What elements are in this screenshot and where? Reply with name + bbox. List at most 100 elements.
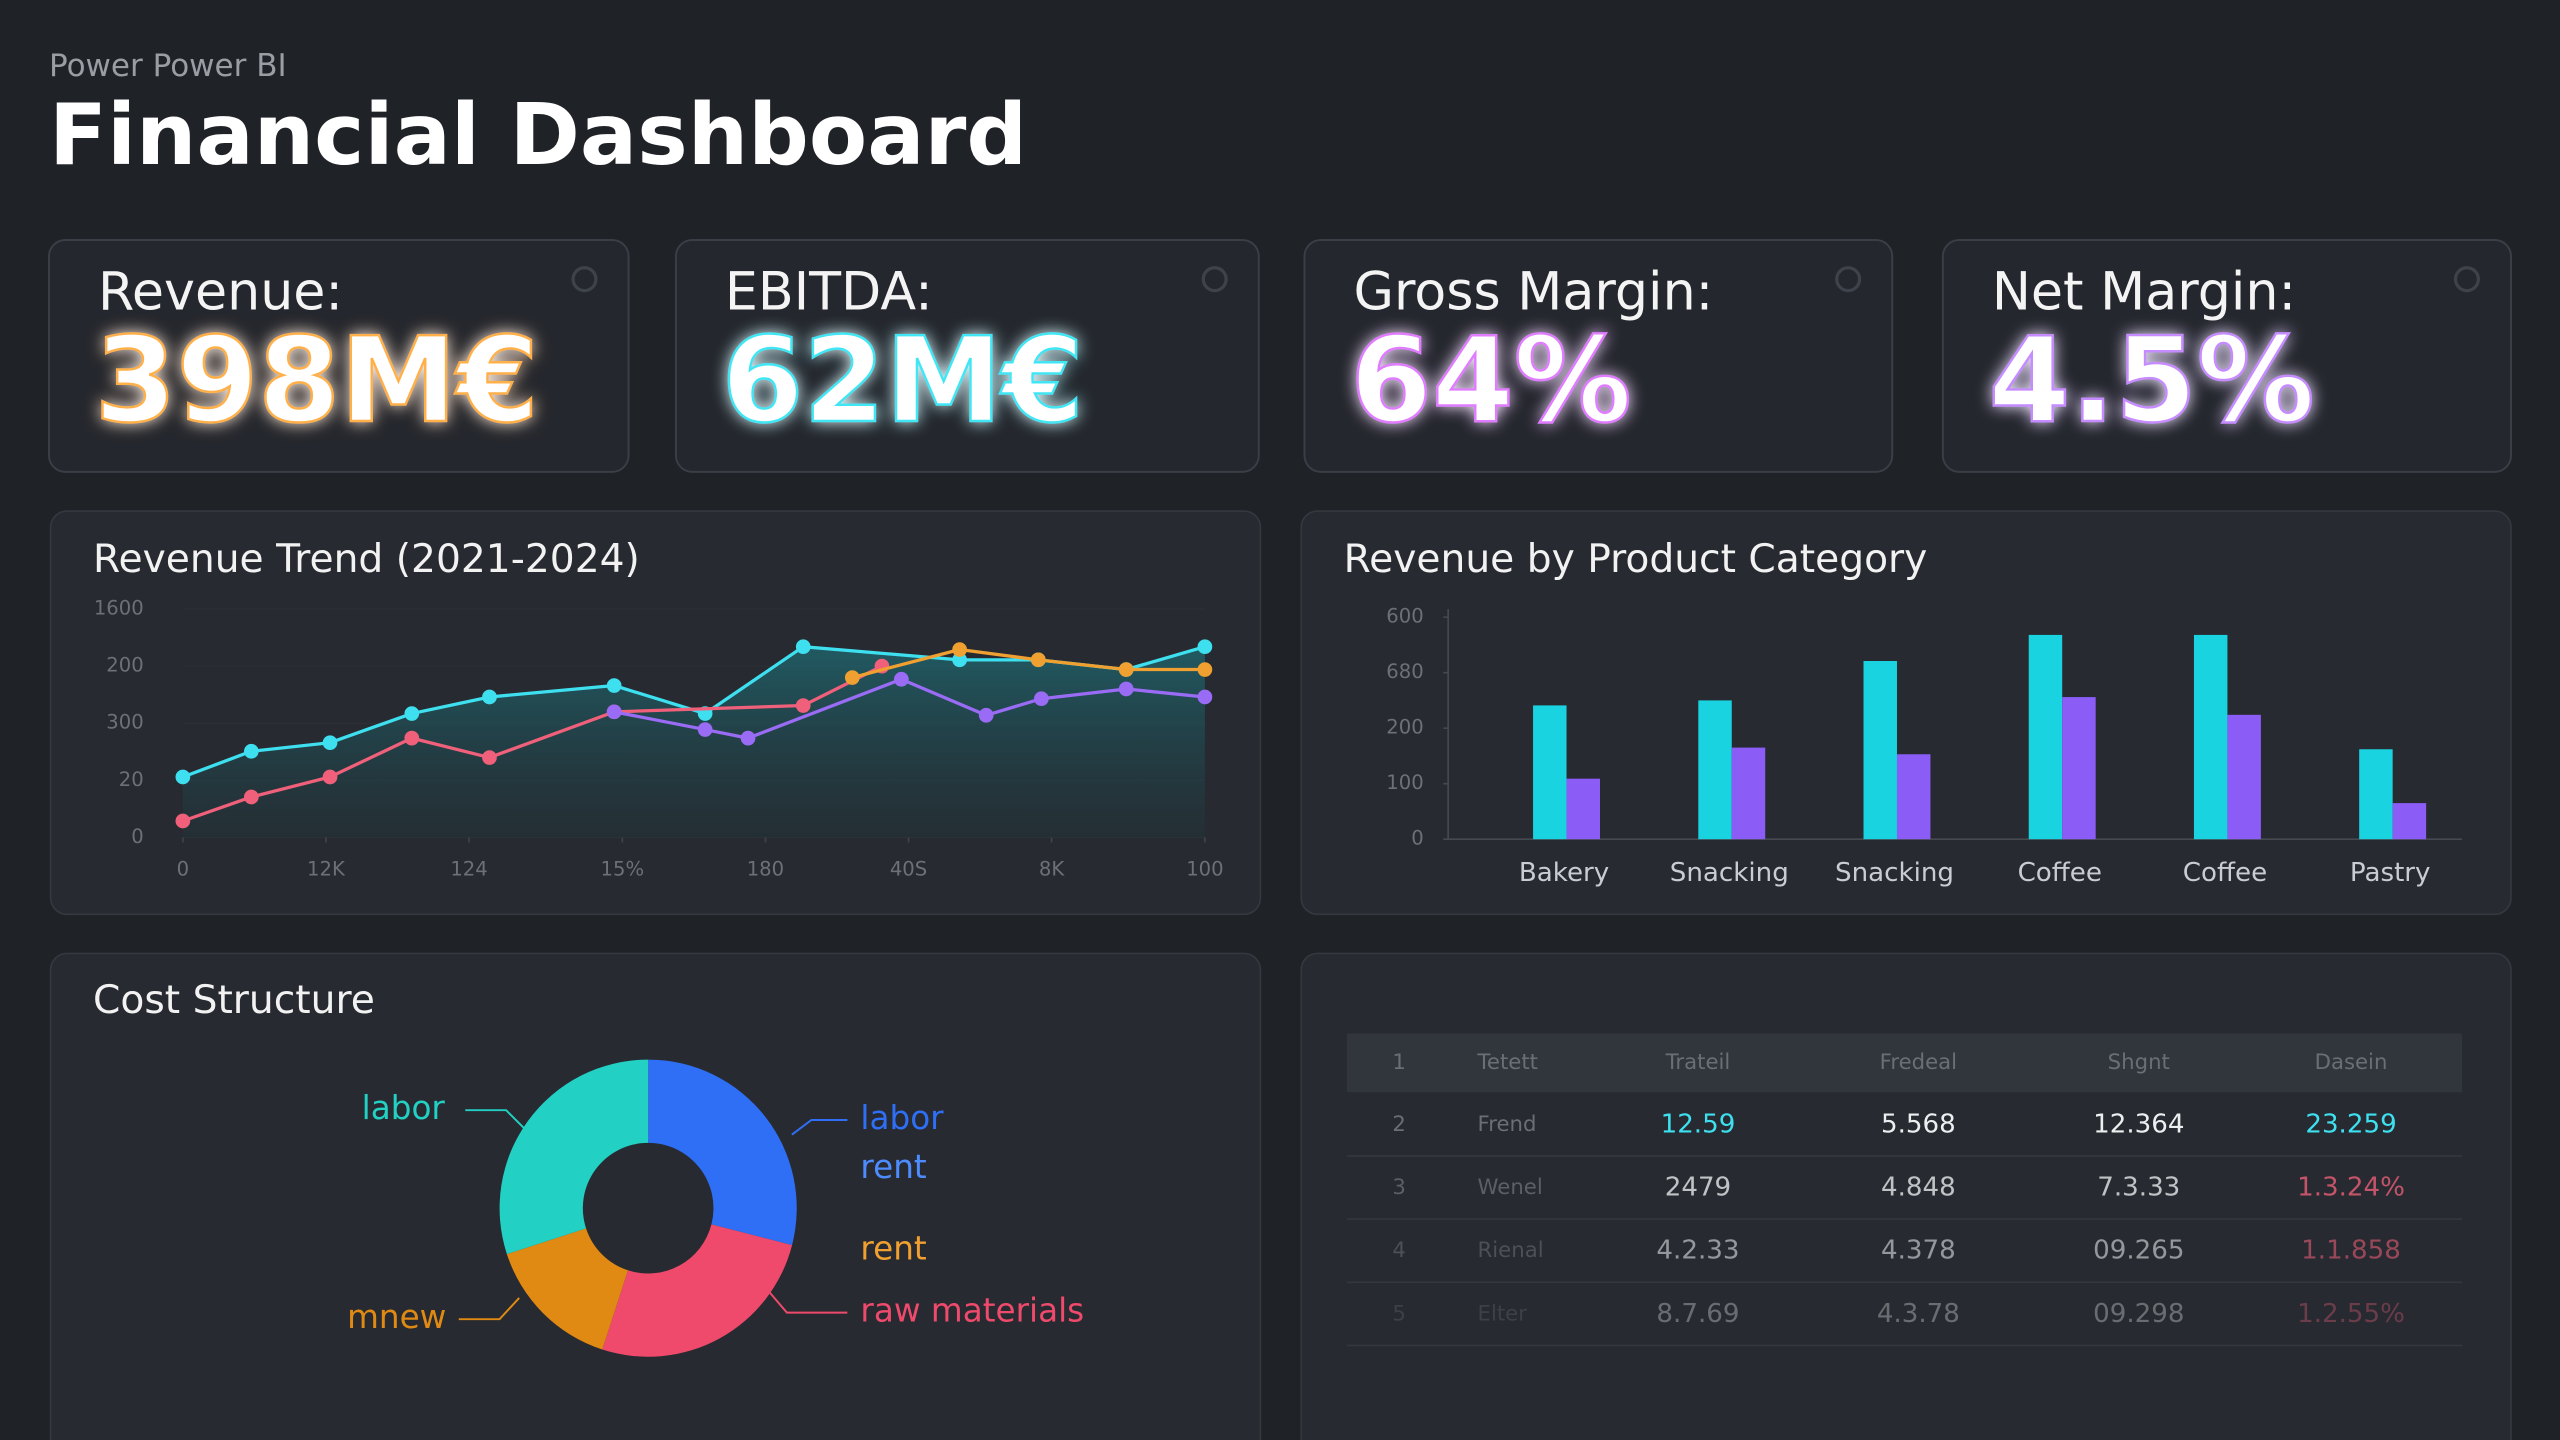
point	[606, 678, 622, 693]
table-header-cell: Shgnt	[2108, 1050, 2170, 1075]
chart-title: Revenue Trend (2021-2024)	[93, 537, 640, 582]
table-cell: 12.59	[1661, 1109, 1736, 1139]
table-cell: 3	[1392, 1175, 1406, 1200]
leader-line	[766, 1289, 848, 1314]
point	[322, 735, 338, 751]
leader-line	[458, 1297, 520, 1321]
kpi-card	[674, 239, 1260, 473]
table-cell: 23.259	[2305, 1109, 2396, 1139]
table-cell: 1.3.24%	[2297, 1173, 2405, 1203]
point	[795, 639, 811, 655]
table-cell: Frend	[1478, 1112, 1537, 1137]
point	[697, 722, 713, 737]
kpi-value: 4.5%	[1989, 312, 2315, 449]
kpi-label: Revenue:	[98, 263, 343, 323]
table-header-cell: Tetett	[1477, 1050, 1538, 1075]
slice	[506, 1228, 628, 1350]
bar	[2062, 697, 2096, 840]
point	[1118, 662, 1134, 677]
point	[404, 706, 420, 721]
slice	[499, 1059, 649, 1255]
point	[1030, 652, 1046, 668]
point	[175, 769, 191, 785]
line	[182, 664, 883, 823]
x-tick-label: 8K	[1039, 858, 1065, 881]
table-cell: Rienal	[1478, 1238, 1544, 1263]
point	[1197, 689, 1213, 705]
slice-label: raw materials	[860, 1292, 1084, 1330]
point	[175, 813, 191, 829]
table-cell: 4.848	[1881, 1173, 1956, 1203]
table-cell: 4	[1392, 1238, 1406, 1263]
x-tick-label: Pastry	[2350, 858, 2431, 888]
kpi-value: 398M€	[95, 312, 539, 449]
card-icon	[571, 266, 598, 293]
annotation: rent	[860, 1148, 926, 1186]
point	[952, 652, 967, 668]
kpi-value: 62M€	[722, 312, 1084, 449]
slice-label: mnew	[347, 1298, 446, 1336]
y-tick-label: 0	[1411, 827, 1423, 850]
bar	[2392, 803, 2427, 840]
annotation: rent	[860, 1230, 926, 1268]
point	[1034, 691, 1049, 707]
point	[894, 671, 909, 687]
table-header-cell: Fredeal	[1880, 1050, 1957, 1075]
x-tick-label: Snacking	[1835, 858, 1954, 888]
table-header-cell: Dasein	[2315, 1050, 2388, 1075]
table-header-bg	[1346, 1033, 2463, 1093]
bar	[2227, 714, 2261, 840]
bar	[1863, 660, 1897, 840]
leader-line	[465, 1109, 527, 1131]
table-cell: Wenel	[1478, 1175, 1543, 1200]
x-tick-label: 0	[177, 858, 189, 881]
kpi-card	[1941, 239, 2512, 473]
table-cell: 09.265	[2093, 1236, 2184, 1266]
subtitle: Power Power BI	[49, 48, 287, 84]
point	[606, 704, 622, 720]
table-header-cell: 1	[1392, 1050, 1406, 1075]
slice-label: labor	[362, 1089, 446, 1127]
bar	[2359, 749, 2393, 840]
table-cell: 4.3.78	[1877, 1299, 1960, 1329]
table-cell: 09.298	[2093, 1299, 2184, 1329]
bar	[1731, 747, 1766, 840]
table-cell: 1.2.55%	[2297, 1299, 2405, 1329]
table-cell: 12.364	[2093, 1109, 2184, 1139]
kpi-card	[48, 239, 630, 473]
point	[482, 689, 497, 705]
table-cell: Elter	[1478, 1301, 1528, 1326]
slice-label: labor	[860, 1099, 944, 1137]
table-cell: 5.568	[1881, 1109, 1956, 1139]
y-tick-label: 680	[1386, 660, 1423, 683]
point	[243, 789, 259, 805]
x-tick-label: Coffee	[2183, 858, 2267, 888]
x-tick-label: 180	[747, 858, 784, 881]
point	[322, 769, 338, 785]
bar	[2028, 634, 2063, 840]
table-header-cell: Trateil	[1665, 1050, 1731, 1075]
point	[1197, 662, 1213, 677]
kpi-value: 64%	[1350, 312, 1631, 449]
y-tick-label: 600	[1386, 605, 1423, 628]
card-icon	[1835, 266, 1862, 293]
point	[844, 670, 860, 685]
x-tick-label: 40S	[890, 858, 927, 881]
slice	[648, 1059, 797, 1246]
x-tick-label: 15%	[601, 858, 645, 881]
table-cell: 5	[1392, 1301, 1406, 1326]
y-tick-label: 0	[131, 825, 143, 848]
x-tick-label: Bakery	[1519, 858, 1609, 888]
point	[795, 698, 811, 713]
point	[952, 642, 967, 657]
y-tick-label: 200	[1386, 716, 1423, 739]
point	[1197, 639, 1213, 655]
x-tick-label: Coffee	[2018, 858, 2102, 888]
bar	[1896, 754, 1931, 840]
table-cell: 4.378	[1881, 1236, 1956, 1266]
y-tick-label: 100	[1386, 771, 1423, 794]
y-tick-label: 1600	[94, 596, 144, 619]
point	[978, 707, 994, 723]
table-cell: 2479	[1665, 1173, 1731, 1203]
